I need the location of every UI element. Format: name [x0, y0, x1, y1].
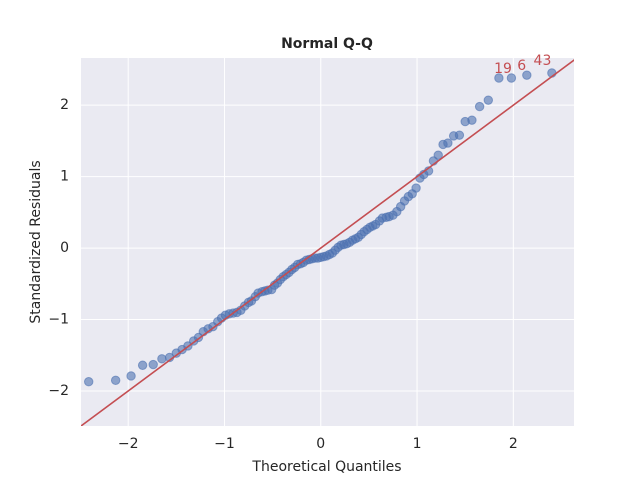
y-axis-label: Standardized Residuals: [28, 160, 44, 323]
point: [522, 70, 532, 80]
x-tick-label: −1: [214, 436, 235, 452]
point: [411, 183, 421, 193]
point: [433, 150, 443, 160]
y-tick-label: −1: [48, 312, 69, 328]
point-annotation: 19: [494, 61, 512, 77]
x-tick-label: 2: [509, 436, 518, 452]
chart-title: Normal Q-Q: [281, 36, 373, 52]
y-tick-label: 2: [60, 97, 69, 113]
point: [126, 371, 136, 381]
point: [84, 376, 94, 387]
point: [110, 375, 121, 385]
point: [443, 138, 453, 148]
point: [474, 101, 485, 112]
y-tick-label: 1: [60, 169, 69, 185]
point: [467, 115, 477, 125]
x-tick-label: 1: [413, 436, 422, 452]
point: [506, 73, 517, 83]
x-tick-label: −2: [118, 436, 139, 452]
x-tick-label: 0: [316, 436, 325, 452]
y-tick-label: −2: [48, 383, 69, 399]
point: [137, 360, 148, 370]
grid: [81, 58, 574, 426]
x-axis-label: Theoretical Quantiles: [251, 459, 401, 475]
point-annotation: 43: [534, 53, 552, 69]
point: [148, 359, 158, 370]
point: [454, 130, 465, 140]
point-annotation: 6: [517, 58, 526, 74]
point: [494, 73, 504, 83]
y-tick-label: 0: [60, 240, 69, 256]
point: [483, 95, 494, 105]
point: [157, 354, 167, 364]
